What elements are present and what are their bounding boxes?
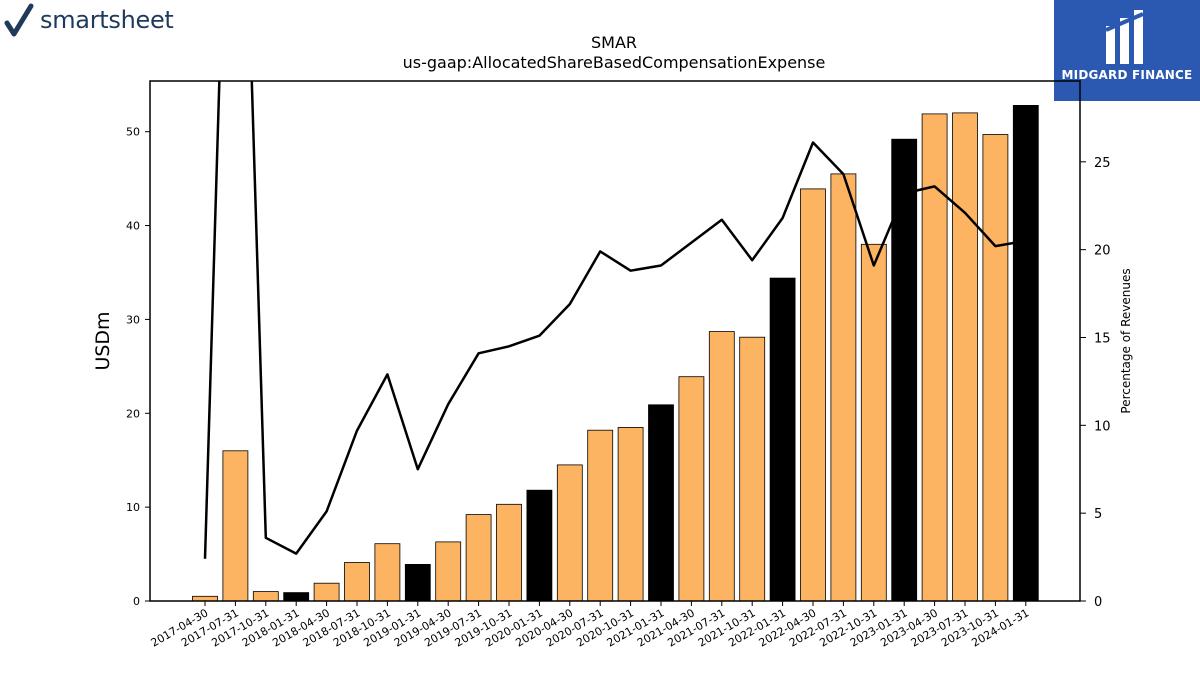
y-tick-label: 30 <box>126 313 140 326</box>
midgard-finance-logo-text: MIDGARD FINANCE <box>1061 68 1193 82</box>
bar <box>830 173 857 602</box>
chart-subtitle: us-gaap:AllocatedShareBasedCompensationE… <box>403 53 826 72</box>
y-tick-label: 20 <box>126 407 140 420</box>
smartsheet-logo: smartsheet <box>4 2 184 46</box>
y2-tick-label: 15 <box>1094 331 1111 346</box>
bar <box>800 188 826 602</box>
y-tick-label: 10 <box>126 501 140 514</box>
bar <box>587 429 614 602</box>
y-axis-label: USDm <box>92 311 114 370</box>
y2-tick-label: 20 <box>1094 244 1111 259</box>
bar <box>252 591 279 602</box>
line-series-group <box>203 81 1027 559</box>
bar <box>222 450 249 602</box>
bar <box>708 331 735 602</box>
y-tick-label: 0 <box>133 595 140 608</box>
midgard-emblem-icon <box>1105 10 1144 64</box>
chart-title: SMAR <box>591 33 637 52</box>
bar <box>556 464 583 602</box>
y2-tick-label: 5 <box>1094 507 1102 522</box>
bar <box>344 562 370 602</box>
bar <box>982 134 1009 602</box>
bar <box>496 503 522 602</box>
bar <box>860 243 887 602</box>
bar <box>374 543 401 602</box>
bar <box>952 112 978 602</box>
bar <box>283 592 310 602</box>
bar <box>891 138 918 602</box>
y2-tick-label: 25 <box>1094 156 1111 171</box>
smartsheet-logo-text: smartsheet <box>40 6 174 34</box>
bar <box>1012 105 1039 602</box>
y-axis: 0 10 20 30 40 50 <box>126 126 150 608</box>
bar <box>404 564 431 602</box>
bar <box>465 514 492 602</box>
plot-frame <box>149 80 1081 602</box>
y2-tick-label: 0 <box>1094 595 1102 610</box>
bar <box>313 582 340 602</box>
y-tick-label: 50 <box>126 126 140 139</box>
y-tick-label: 40 <box>126 220 140 233</box>
bar <box>617 426 644 602</box>
midgard-finance-logo: MIDGARD FINANCE <box>1054 0 1200 101</box>
y2-axis: 0 5 10 15 20 25 <box>1080 156 1111 610</box>
bar <box>435 541 462 602</box>
bar-series <box>192 105 1039 602</box>
bar <box>739 336 766 602</box>
bar <box>678 376 705 602</box>
bar <box>526 489 553 602</box>
y2-axis-label: Percentage of Revenues <box>1119 268 1133 413</box>
y2-tick-label: 10 <box>1094 419 1111 434</box>
line-series <box>203 81 1027 559</box>
bar <box>769 277 796 602</box>
bar <box>648 404 674 602</box>
x-axis: 2017-04-302017-07-312017-10-312018-01-31… <box>149 601 1031 650</box>
checkmark-icon <box>4 3 34 37</box>
